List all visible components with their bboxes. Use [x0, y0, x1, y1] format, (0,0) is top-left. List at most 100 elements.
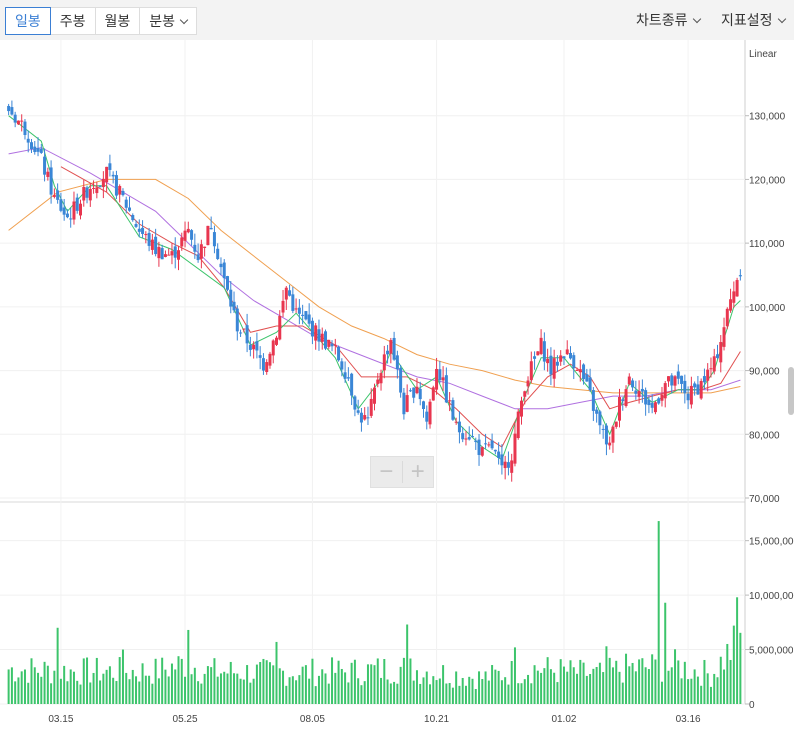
volume-bar [644, 667, 647, 704]
candle-body [314, 325, 318, 341]
volume-bar [141, 663, 144, 704]
candle-body [199, 244, 203, 259]
chevron-down-icon [777, 14, 786, 24]
volume-bar [569, 660, 572, 704]
volume-bar [164, 669, 167, 704]
time-tick-label: 10.21 [424, 714, 449, 725]
candle-body [327, 339, 331, 347]
volume-bar [481, 679, 484, 704]
candle-body [343, 372, 347, 379]
volume-bar [282, 670, 285, 704]
volume-bar [709, 686, 712, 704]
volume-bar [677, 660, 680, 704]
volume-bar [53, 670, 56, 704]
volume-bar [40, 676, 43, 704]
candle-body [520, 400, 523, 417]
candle-body [529, 361, 533, 381]
candle-body [454, 421, 458, 423]
volume-bar [549, 669, 552, 704]
candle-body [124, 199, 128, 208]
volume-bar [311, 658, 314, 704]
volume-bar [337, 660, 340, 704]
candle-body [464, 438, 468, 440]
stock-chart[interactable]: 130,000 120,000 110,000 100,000 90,000 80,000… [0, 40, 794, 732]
candle-body [399, 367, 403, 393]
tab-monthly[interactable]: 월봉 [94, 7, 141, 35]
volume-bar [10, 667, 13, 704]
tab-daily[interactable]: 일봉 [5, 7, 51, 35]
candle-body [232, 301, 236, 311]
candle-body [144, 234, 148, 236]
candle-body [186, 228, 190, 233]
volume-bar [438, 678, 441, 704]
volume-bar [301, 666, 304, 704]
zoom-out-button[interactable]: − [379, 458, 394, 485]
volume-bar [213, 658, 216, 704]
volume-bar [340, 668, 343, 704]
volume-bar [344, 672, 347, 704]
volume-bar [321, 669, 324, 704]
volume-bar [23, 669, 26, 704]
candle-body [346, 377, 350, 379]
volume-bar [262, 658, 265, 704]
zoom-divider [401, 461, 403, 483]
candle-body [294, 308, 298, 310]
candle-body [451, 400, 455, 420]
candle-body [7, 105, 11, 112]
candle-body [683, 380, 687, 394]
candle-body [640, 388, 644, 392]
volume-bar [223, 671, 226, 704]
candle-body [735, 280, 739, 297]
volume-bar [406, 624, 409, 704]
volume-bar [357, 678, 360, 704]
volume-bar [255, 664, 258, 704]
volume-bar [298, 675, 301, 704]
chart-type-menu[interactable]: 차트종류 [636, 10, 701, 30]
volume-bar [464, 685, 467, 704]
candle-body [359, 412, 363, 423]
candle-body [644, 390, 648, 405]
candle-body [382, 354, 386, 371]
volume-bar [690, 678, 693, 704]
volume-bar [56, 627, 59, 704]
volume-bar [507, 684, 510, 704]
candle-body [595, 409, 599, 414]
volume-bar [43, 661, 46, 704]
volume-bar [468, 676, 471, 704]
volume-bar [615, 660, 618, 704]
volume-bar [523, 679, 526, 704]
volume-bar [520, 683, 523, 704]
price-tick-label: 70,000 [749, 494, 780, 505]
candle-body [732, 291, 736, 303]
volume-bar [683, 661, 686, 704]
zoom-in-button[interactable]: + [410, 458, 425, 485]
tab-minute[interactable]: 분봉 [139, 7, 198, 35]
volume-bar [210, 667, 213, 704]
candle-body [650, 403, 654, 408]
volume-bar [729, 659, 732, 704]
period-tabs: 일봉 주봉 월봉 분봉 [5, 7, 198, 35]
volume-bar [157, 678, 160, 704]
volume-bar [602, 672, 605, 704]
volume-bar [242, 679, 245, 704]
volume-bar [115, 681, 118, 704]
candle-body [108, 163, 112, 170]
volume-bar [63, 665, 66, 704]
candle-body [716, 354, 719, 358]
volume-bar [216, 676, 219, 704]
volume-bar [135, 676, 138, 704]
volume-bar [128, 679, 131, 704]
candle-body [392, 337, 396, 360]
volume-bar [180, 658, 183, 704]
volume-bar [641, 658, 644, 704]
candle-body [98, 186, 102, 188]
candle-body [565, 349, 569, 355]
volume-bar [184, 676, 187, 704]
chart-toolbar: 일봉 주봉 월봉 분봉 차트종류 지표설정 [0, 0, 794, 40]
vertical-scrollbar[interactable] [788, 367, 794, 415]
indicator-menu[interactable]: 지표설정 [721, 10, 786, 30]
volume-bar [291, 676, 294, 704]
volume-bar [46, 665, 49, 704]
volume-bar [170, 663, 173, 704]
tab-weekly[interactable]: 주봉 [49, 7, 96, 35]
